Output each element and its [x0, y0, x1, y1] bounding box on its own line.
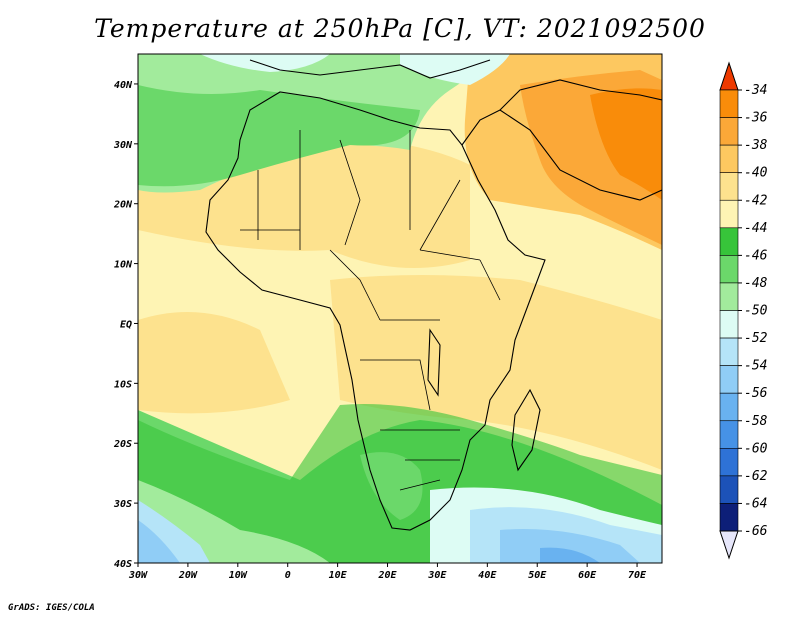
madagascar-coast	[511, 388, 541, 472]
grads-credit: GrADS: IGES/COLA	[8, 603, 95, 613]
colorbar-segment	[719, 199, 739, 229]
y-tick-label: 20S	[113, 439, 132, 450]
colorbar-label: -56	[744, 386, 768, 401]
colorbar-segment	[719, 89, 739, 118]
field-sw-56	[138, 520, 180, 563]
colorbar-label: -64	[744, 496, 767, 511]
colorbar-segment	[719, 117, 739, 146]
arabia-coast	[461, 109, 662, 201]
x-tick-label: 30W	[128, 570, 148, 581]
coastlines	[205, 59, 662, 531]
x-tick-label: 20E	[377, 570, 397, 581]
y-tick-label: EQ	[120, 319, 132, 330]
y-tick-label: 40S	[114, 559, 132, 570]
colorbar-segment	[719, 144, 739, 173]
x-tick-label: 70E	[628, 570, 647, 581]
colorbar-segment	[719, 392, 739, 422]
field-se-58	[540, 547, 600, 563]
colorbar-label: -48	[744, 276, 768, 291]
map-frame	[137, 53, 663, 564]
colorbar-segment	[719, 255, 739, 284]
lake-coast	[427, 328, 441, 397]
field-north-48	[138, 85, 420, 187]
colorbar-label: -66	[744, 524, 768, 539]
colorbar-label: -40	[744, 166, 768, 181]
colorbar-label: -38	[744, 138, 768, 153]
x-tick-label: 10E	[329, 570, 348, 581]
africa-coast	[205, 91, 546, 531]
colorbar-segment	[719, 172, 739, 201]
field-north-52b	[200, 54, 330, 72]
borders	[240, 130, 501, 491]
country-borders	[240, 130, 501, 491]
colorbar-label: -34	[744, 83, 767, 98]
x-tick-label: 40E	[478, 570, 497, 581]
x-tick-label: 50E	[528, 570, 547, 581]
axis-ticks: 30W 20W 10W 0 10E 20E 30E 40E 50E 60E 70E 40N 30N 20N…	[113, 80, 647, 581]
y-tick-label: 20N	[113, 200, 133, 211]
colorbar-top-arrow	[719, 61, 739, 91]
colorbar-segment	[719, 503, 739, 532]
colorbar-label: -60	[744, 441, 768, 456]
colorbar-segment	[719, 365, 739, 394]
colorbar-segment	[719, 448, 739, 477]
colorbar-segment	[719, 282, 739, 311]
colorbar-label: -52	[744, 331, 768, 346]
x-tick-label: 0	[285, 570, 291, 581]
y-tick-label: 10N	[114, 260, 133, 271]
y-tick-label: 30N	[113, 140, 133, 151]
x-tick-label: 10W	[229, 570, 248, 581]
colorbar-segment	[719, 420, 739, 449]
y-tick-label: 30S	[113, 499, 132, 510]
temperature-field	[138, 54, 662, 563]
x-tick-label: 20W	[178, 570, 198, 581]
x-tick-label: 60E	[578, 570, 597, 581]
colorbar-segment	[719, 310, 739, 339]
field-north-52	[400, 54, 510, 85]
colorbar-label: -54	[744, 359, 767, 374]
field-se-56	[500, 529, 640, 563]
colorbar-segment	[719, 337, 739, 366]
map-title: Temperature at 250hPa [C], VT: 202109250…	[94, 14, 706, 43]
x-tick-label: 30E	[427, 570, 447, 581]
field-safrica-48	[360, 452, 423, 520]
colorbar-bottom-arrow	[719, 530, 739, 560]
colorbar-label: -62	[744, 469, 768, 484]
asia-coast	[499, 79, 662, 111]
field-mideast-36	[590, 88, 662, 200]
y-tick-label: 40N	[114, 80, 133, 91]
colorbar-label: -42	[744, 193, 768, 208]
colorbar-segment	[719, 475, 739, 504]
colorbar-label: -50	[744, 304, 768, 319]
colorbar-label: -58	[744, 414, 768, 429]
field-central-warm	[330, 275, 662, 470]
europe-coast	[249, 59, 491, 79]
colorbar-label: -46	[744, 248, 768, 263]
colorbar-segment	[719, 227, 739, 256]
field-atlantic-warm	[138, 312, 290, 414]
colorbar-label: -36	[744, 111, 768, 126]
y-tick-label: 10S	[114, 379, 132, 390]
colorbar-label: -44	[744, 221, 767, 236]
